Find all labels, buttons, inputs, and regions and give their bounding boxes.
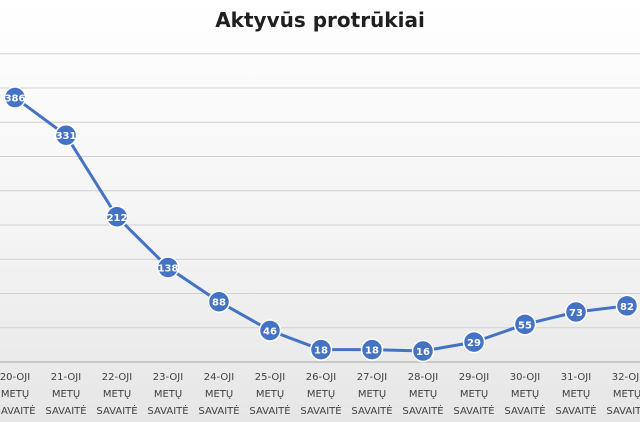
data-point — [360, 338, 384, 361]
data-point — [207, 290, 231, 313]
data-label: 88 — [212, 298, 226, 309]
x-tick-label: 22-OJI METŲ SAVAITĖ — [96, 372, 137, 417]
data-label: 55 — [518, 320, 532, 331]
data-point — [411, 339, 435, 363]
data-point — [309, 338, 333, 361]
data-point — [105, 205, 129, 229]
data-point — [258, 319, 282, 342]
series-line — [13, 96, 629, 353]
gridlines — [0, 53, 640, 329]
x-tick-label: 26-OJI METŲ SAVAITĖ — [300, 372, 341, 417]
chart-title: Aktyvūs protrūkiai — [215, 8, 425, 32]
x-tick-label: 29-OJI METŲ SAVAITĖ — [453, 372, 494, 417]
x-tick-label: 28-OJI METŲ SAVAITĖ — [402, 372, 443, 417]
data-label: 29 — [467, 338, 481, 349]
data-label: 18 — [314, 346, 328, 357]
series-line-path — [13, 96, 629, 353]
data-label: 73 — [569, 308, 583, 319]
x-tick-label: 21-OJI METŲ SAVAITĖ — [45, 372, 86, 417]
data-point — [54, 123, 78, 147]
data-label: 18 — [365, 346, 379, 357]
data-label: 212 — [107, 213, 128, 224]
data-points: 386 331 212 138 88 46 18 18 16 29 55 73 82 — [3, 86, 639, 363]
x-tick-label: 23-OJI METŲ SAVAITĖ — [147, 372, 188, 417]
data-label: 46 — [263, 326, 277, 337]
data-label: 331 — [56, 131, 77, 142]
x-tick-label: 27-OJI METŲ SAVAITĖ — [351, 372, 392, 417]
data-label: 82 — [620, 302, 634, 313]
data-point — [156, 256, 180, 279]
x-tick-label: 25-OJI METŲ SAVAITĖ — [249, 372, 290, 417]
data-point — [513, 313, 537, 336]
x-tick-label: 31-OJI METŲ SAVAITĖ — [555, 372, 596, 417]
data-label: 16 — [416, 347, 430, 358]
data-label: 386 — [5, 94, 26, 105]
x-tick-label: 24-OJI METŲ SAVAITĖ — [198, 372, 239, 417]
x-tick-labels: 20-OJIMETŲSAVAITĖ21-OJIMETŲSAVAITĖ22-OJI… — [0, 372, 640, 417]
x-tick-label: 30-OJI METŲ SAVAITĖ — [504, 372, 545, 417]
data-point — [564, 300, 588, 324]
data-point — [462, 330, 486, 354]
data-point — [615, 294, 639, 318]
data-label: 138 — [158, 263, 179, 274]
data-point — [3, 86, 27, 109]
